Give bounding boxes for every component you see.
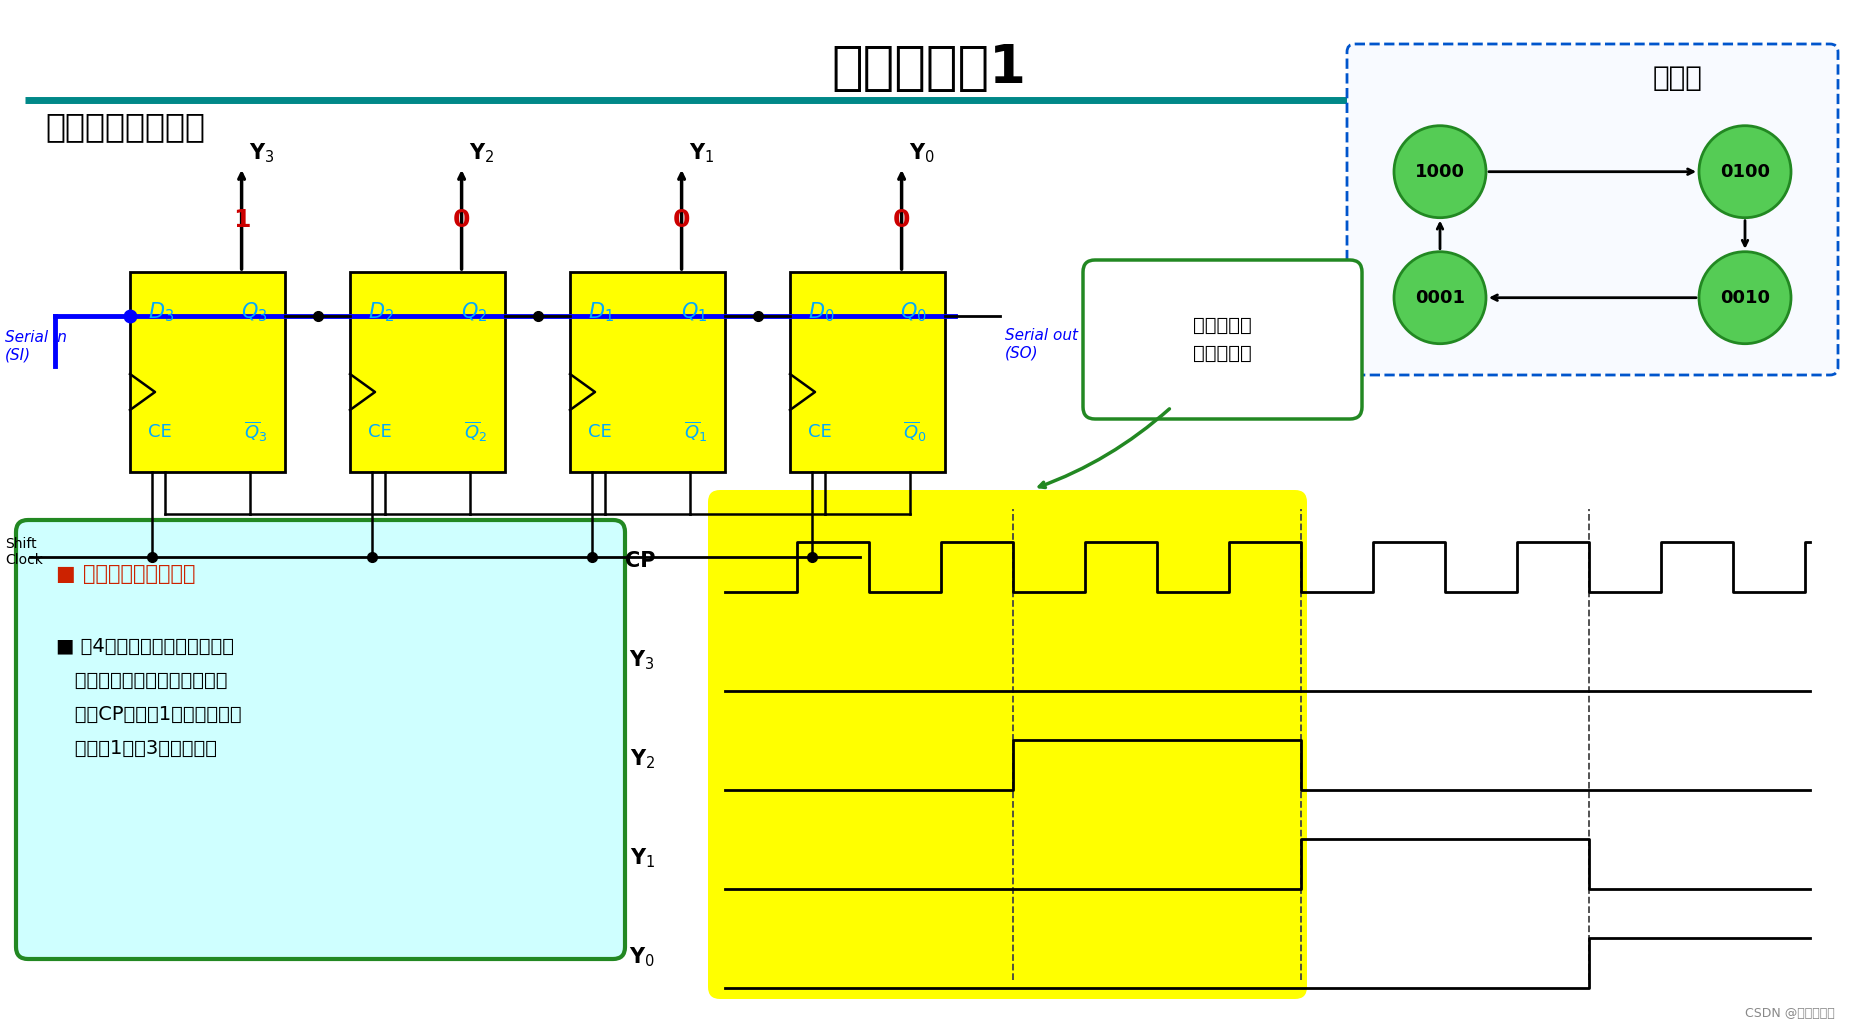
Text: Y$_3$: Y$_3$	[630, 648, 656, 672]
Text: $D_3$: $D_3$	[149, 300, 175, 324]
Text: 1: 1	[232, 208, 251, 232]
Text: Serial in
(SI): Serial in (SI)	[6, 330, 67, 362]
Text: Shift
Clock: Shift Clock	[6, 537, 43, 568]
Bar	[789, 272, 945, 472]
FancyBboxPatch shape	[708, 490, 1305, 999]
Text: 状态图: 状态图	[1653, 64, 1703, 92]
Text: $\overline{Q}_2$: $\overline{Q}_2$	[464, 420, 487, 444]
Text: Y$_1$: Y$_1$	[630, 846, 656, 870]
Text: 0: 0	[672, 208, 691, 232]
Text: $\overline{Q}_3$: $\overline{Q}_3$	[243, 420, 267, 444]
Text: 0100: 0100	[1720, 163, 1770, 181]
FancyBboxPatch shape	[17, 520, 624, 959]
Circle shape	[1393, 252, 1486, 344]
Text: $Q_0$: $Q_0$	[899, 300, 927, 324]
Text: 0010: 0010	[1720, 289, 1770, 307]
Text: $\overline{Q}_0$: $\overline{Q}_0$	[903, 420, 927, 444]
Text: $Q_2$: $Q_2$	[461, 300, 487, 324]
Circle shape	[1393, 126, 1486, 218]
Text: Y$_1$: Y$_1$	[689, 141, 713, 165]
Text: CSDN @李小星同志: CSDN @李小星同志	[1744, 1007, 1835, 1020]
Text: Y$_0$: Y$_0$	[630, 945, 656, 969]
Bar	[130, 272, 284, 472]
Text: 0: 0	[453, 208, 470, 232]
FancyBboxPatch shape	[1346, 44, 1837, 375]
Circle shape	[1697, 252, 1790, 344]
Text: 节拍发生器1: 节拍发生器1	[832, 42, 1025, 94]
Text: $D_1$: $D_1$	[587, 300, 613, 324]
FancyBboxPatch shape	[1083, 260, 1361, 419]
Bar	[349, 272, 505, 472]
Text: Y$_3$: Y$_3$	[249, 141, 275, 165]
Text: $\overline{Q}_1$: $\overline{Q}_1$	[683, 420, 708, 444]
Text: $D_2$: $D_2$	[368, 300, 394, 324]
Text: ■ 用4位顺序脉冲发生器的某一
   个输出作为响铃控制信号，若
   时钟CP周期为1秒，电话铃声
   就是响1秒停3秒的节奏。: ■ 用4位顺序脉冲发生器的某一 个输出作为响铃控制信号，若 时钟CP周期为1秒，…	[56, 637, 241, 757]
Text: $D_0$: $D_0$	[808, 300, 834, 324]
Text: Y$_2$: Y$_2$	[630, 747, 656, 771]
Text: $Q_3$: $Q_3$	[240, 300, 267, 324]
Text: Y$_0$: Y$_0$	[908, 141, 934, 165]
Text: 0001: 0001	[1415, 289, 1463, 307]
Text: Serial out
(SO): Serial out (SO)	[1005, 328, 1077, 360]
Text: 0: 0	[893, 208, 910, 232]
Text: 1000: 1000	[1415, 163, 1463, 181]
Text: Y$_2$: Y$_2$	[468, 141, 494, 165]
Text: ■ 应用：电话响铃控制: ■ 应用：电话响铃控制	[56, 565, 195, 584]
Text: CE: CE	[368, 423, 392, 441]
Text: 顺序脉冲发
生器的波形: 顺序脉冲发 生器的波形	[1192, 316, 1252, 363]
Text: $Q_1$: $Q_1$	[680, 300, 708, 324]
Bar	[570, 272, 724, 472]
Text: CP: CP	[624, 551, 656, 572]
Text: CE: CE	[149, 423, 171, 441]
Circle shape	[1697, 126, 1790, 218]
Text: CE: CE	[587, 423, 611, 441]
Text: CE: CE	[808, 423, 832, 441]
Text: 回顾：环形计数器: 回顾：环形计数器	[45, 110, 204, 143]
